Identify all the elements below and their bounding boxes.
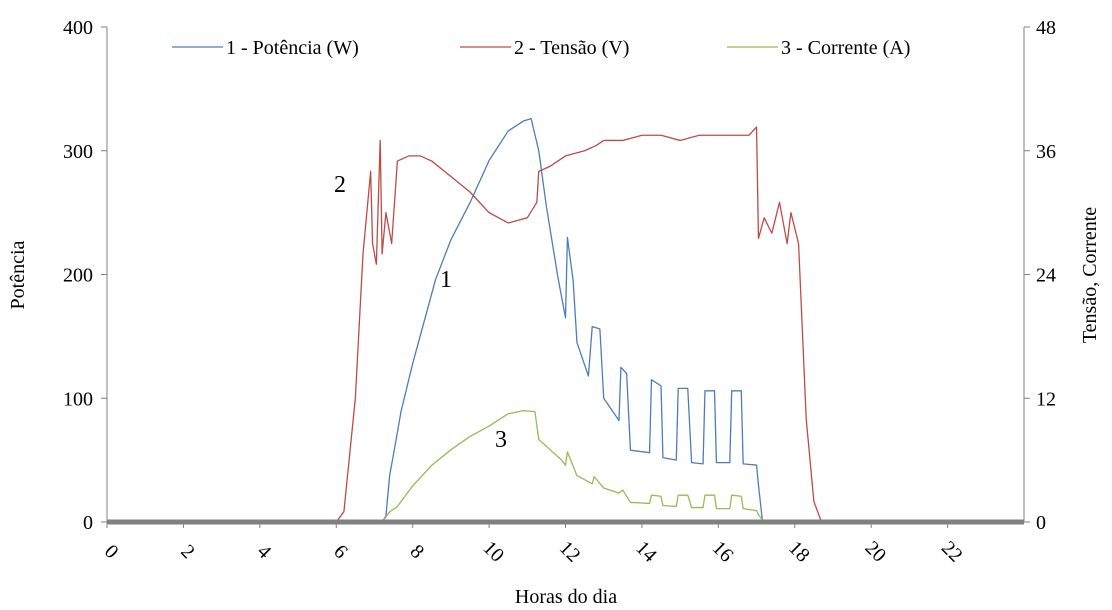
- x-tick-label: 20: [861, 537, 891, 567]
- series-layer: [107, 117, 1024, 523]
- annotation-1: 1: [440, 267, 452, 293]
- y-tick-label-left: 100: [63, 388, 93, 410]
- y-tick-label-right: 12: [1036, 388, 1056, 410]
- y-axis-title-left: Potência: [7, 240, 29, 309]
- series-line-tensao: [107, 126, 1024, 523]
- legend: 1 - Potência (W) 2 - Tensão (V) 3 - Corr…: [172, 37, 910, 59]
- y-tick-label-left: 400: [63, 17, 93, 39]
- x-tick-label: 16: [708, 537, 738, 567]
- x-tick-label: 4: [253, 540, 276, 563]
- legend-label-tensao: 2 - Tensão (V): [514, 37, 629, 59]
- series-line-corrente: [107, 409, 1024, 523]
- x-axis-title: Horas do dia: [515, 586, 617, 608]
- y-tick-label-left: 0: [83, 512, 93, 534]
- annotation-3: 3: [495, 427, 507, 453]
- y-tick-label-left: 300: [63, 141, 93, 163]
- x-tick-label: 2: [176, 540, 199, 563]
- y-axis-title-right: Tensão, Corrente: [1079, 207, 1101, 343]
- annotation-2: 2: [334, 172, 346, 198]
- x-tick-label: 10: [478, 537, 508, 567]
- legend-label-potencia: 1 - Potência (W): [226, 37, 359, 59]
- x-tick-label: 8: [406, 540, 429, 563]
- axis-ticks: [101, 26, 1030, 528]
- y-tick-label-right: 36: [1036, 141, 1056, 163]
- x-tick-label: 22: [937, 537, 967, 567]
- x-tick-label: 12: [555, 537, 585, 567]
- x-tick-label: 14: [631, 537, 661, 567]
- y-tick-label-left: 200: [63, 265, 93, 287]
- y-tick-label-right: 24: [1036, 265, 1056, 287]
- y-tick-label-right: 0: [1036, 512, 1046, 534]
- x-tick-label: 0: [100, 540, 123, 563]
- y-tick-label-right: 48: [1036, 17, 1056, 39]
- x-tick-label: 6: [329, 540, 352, 563]
- series-line-potencia: [107, 117, 1024, 523]
- legend-label-corrente: 3 - Corrente (A): [781, 37, 910, 59]
- x-tick-label: 18: [784, 537, 814, 567]
